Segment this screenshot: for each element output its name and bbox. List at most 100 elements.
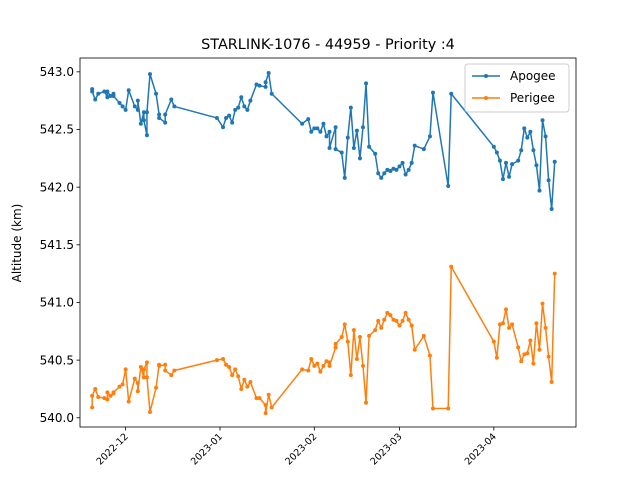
data-point-apogee-32 xyxy=(224,115,229,120)
data-point-perigee-100 xyxy=(531,361,536,366)
data-point-apogee-29 xyxy=(172,104,177,109)
data-point-apogee-95 xyxy=(516,158,521,163)
data-point-apogee-28 xyxy=(169,97,174,102)
data-point-perigee-3 xyxy=(96,395,101,400)
data-point-perigee-46 xyxy=(269,405,274,410)
data-point-apogee-35 xyxy=(233,107,238,112)
data-point-apogee-41 xyxy=(254,82,259,87)
data-point-apogee-102 xyxy=(537,188,542,193)
data-point-apogee-55 xyxy=(327,129,332,134)
data-point-perigee-106 xyxy=(549,380,554,385)
data-point-apogee-4 xyxy=(102,89,107,94)
data-point-perigee-11 xyxy=(120,382,125,387)
data-point-perigee-75 xyxy=(391,317,396,322)
data-point-apogee-45 xyxy=(266,70,271,75)
data-point-perigee-5 xyxy=(105,397,110,402)
data-point-perigee-80 xyxy=(406,317,411,322)
data-point-apogee-83 xyxy=(421,147,426,152)
data-point-perigee-0 xyxy=(90,405,95,410)
data-point-perigee-87 xyxy=(449,264,454,269)
data-point-perigee-16 xyxy=(135,389,140,394)
data-point-apogee-86 xyxy=(446,184,451,188)
data-point-apogee-27 xyxy=(163,112,168,117)
data-point-apogee-14 xyxy=(132,104,137,109)
data-point-apogee-5 xyxy=(105,95,110,100)
data-point-apogee-84 xyxy=(427,134,432,139)
data-point-apogee-93 xyxy=(507,174,512,179)
series-line-perigee xyxy=(91,265,556,414)
data-point-apogee-13 xyxy=(126,88,131,93)
data-point-perigee-104 xyxy=(543,325,548,330)
data-point-apogee-33 xyxy=(227,113,232,118)
data-point-apogee-11 xyxy=(120,104,125,109)
data-point-perigee-72 xyxy=(382,317,387,322)
data-point-apogee-92 xyxy=(504,160,509,165)
data-point-perigee-39 xyxy=(245,384,250,389)
data-point-perigee-70 xyxy=(376,318,381,323)
data-point-perigee-44 xyxy=(263,411,268,416)
y-tick-label: 543.0 xyxy=(40,65,74,79)
data-point-apogee-36 xyxy=(236,105,241,110)
x-tick-label: 2022-12 xyxy=(95,431,131,467)
data-point-perigee-33 xyxy=(227,365,232,370)
data-point-perigee-76 xyxy=(394,318,399,323)
data-point-apogee-46 xyxy=(269,91,274,96)
data-point-apogee-97 xyxy=(522,126,527,131)
data-point-apogee-72 xyxy=(382,171,387,176)
data-point-perigee-48 xyxy=(306,368,311,373)
data-point-apogee-25 xyxy=(157,115,162,120)
data-point-perigee-47 xyxy=(300,367,305,372)
data-point-perigee-55 xyxy=(327,360,332,365)
data-point-apogee-44 xyxy=(263,80,268,85)
data-point-perigee-73 xyxy=(385,310,390,315)
data-point-perigee-23 xyxy=(154,385,159,390)
data-point-apogee-61 xyxy=(345,135,350,140)
data-point-perigee-38 xyxy=(242,377,247,382)
data-point-perigee-29 xyxy=(172,368,177,373)
data-point-perigee-91 xyxy=(500,321,505,326)
data-point-apogee-98 xyxy=(525,135,530,140)
data-point-apogee-3 xyxy=(96,91,101,96)
data-point-apogee-60 xyxy=(342,175,347,180)
data-point-apogee-52 xyxy=(318,129,323,134)
data-point-perigee-86 xyxy=(446,406,451,411)
data-point-apogee-57 xyxy=(333,125,338,130)
data-point-perigee-71 xyxy=(379,325,384,330)
data-point-perigee-51 xyxy=(315,361,320,366)
data-point-perigee-25 xyxy=(157,363,162,368)
data-point-apogee-66 xyxy=(360,125,365,130)
data-point-perigee-6 xyxy=(105,390,110,395)
y-tick-label: 540.5 xyxy=(40,353,74,367)
y-tick-label: 542.5 xyxy=(40,123,74,137)
x-tick-label: 2023-04 xyxy=(463,431,499,467)
data-point-apogee-105 xyxy=(546,178,551,183)
data-point-perigee-88 xyxy=(491,339,496,344)
data-point-apogee-30 xyxy=(214,115,219,120)
x-tick-label: 2023-01 xyxy=(189,431,225,467)
data-point-perigee-41 xyxy=(254,396,259,401)
data-point-apogee-49 xyxy=(309,129,314,134)
data-point-apogee-2 xyxy=(93,97,98,102)
data-point-perigee-49 xyxy=(309,356,314,361)
legend-marker-perigee xyxy=(484,96,488,100)
data-point-apogee-62 xyxy=(348,105,353,110)
data-point-perigee-30 xyxy=(214,358,219,363)
data-point-apogee-38 xyxy=(242,104,247,109)
data-point-perigee-66 xyxy=(360,363,365,368)
data-point-perigee-77 xyxy=(397,323,402,328)
data-point-apogee-31 xyxy=(221,125,226,130)
data-point-apogee-59 xyxy=(339,150,344,155)
data-point-apogee-22 xyxy=(147,72,152,77)
data-point-apogee-91 xyxy=(500,177,505,182)
data-point-apogee-80 xyxy=(406,167,411,172)
data-point-perigee-57 xyxy=(333,345,338,350)
data-point-perigee-59 xyxy=(339,335,344,340)
data-point-apogee-81 xyxy=(409,160,414,165)
data-point-perigee-12 xyxy=(123,367,128,372)
data-point-apogee-12 xyxy=(123,107,128,112)
data-point-perigee-105 xyxy=(546,354,551,359)
data-point-perigee-10 xyxy=(117,384,122,389)
data-point-apogee-43 xyxy=(263,84,268,89)
data-point-perigee-83 xyxy=(421,333,426,338)
legend-label-perigee: Perigee xyxy=(510,91,555,105)
